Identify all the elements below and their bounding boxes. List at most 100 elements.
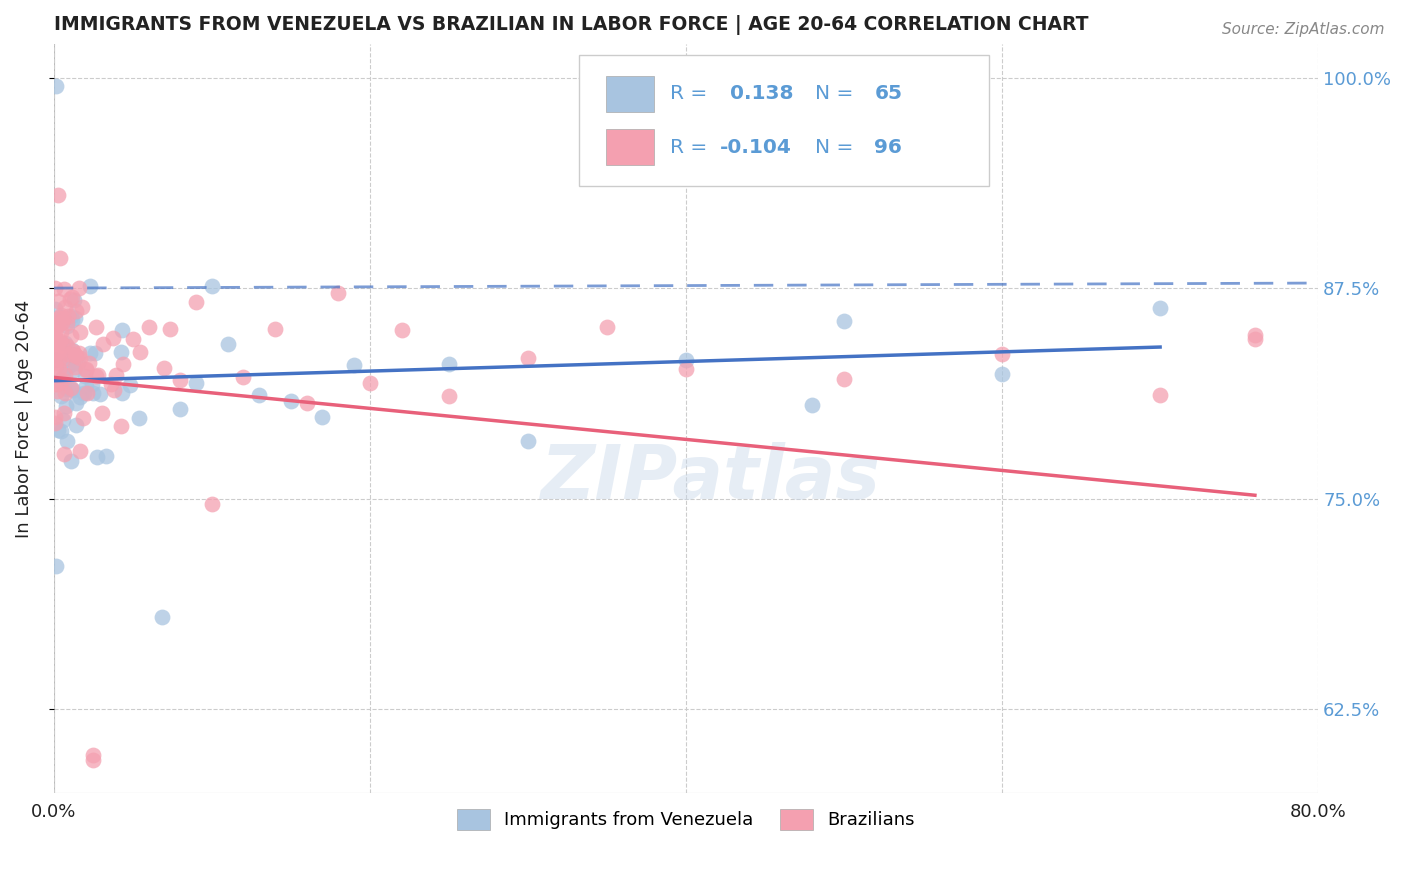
Point — [53, 300, 76, 314]
Point — [51, 352, 73, 367]
Point — [184, 295, 207, 310]
Point — [75, 369, 97, 384]
Point — [675, 362, 697, 376]
Bar — [606, 129, 654, 165]
Point — [67, 280, 90, 294]
Point — [51, 424, 73, 438]
Point — [60, 313, 83, 327]
Point — [59, 382, 82, 396]
Point — [53, 406, 76, 420]
Point — [53, 283, 76, 297]
Text: ZIPatlas: ZIPatlas — [541, 442, 882, 515]
Point — [89, 386, 111, 401]
Point — [391, 323, 413, 337]
Point — [45, 332, 67, 346]
Point — [52, 337, 75, 351]
Point — [516, 434, 538, 449]
Point — [46, 377, 69, 392]
Point — [84, 346, 107, 360]
Point — [111, 324, 134, 338]
Point — [104, 368, 127, 383]
Point — [56, 359, 79, 374]
Y-axis label: In Labor Force | Age 20-64: In Labor Force | Age 20-64 — [15, 300, 32, 538]
Point — [675, 353, 697, 368]
Point — [48, 351, 70, 366]
Point — [69, 390, 91, 404]
Point — [53, 447, 76, 461]
Point — [152, 609, 174, 624]
Point — [59, 358, 82, 372]
Point — [63, 360, 86, 375]
Point — [121, 332, 143, 346]
Point — [44, 410, 66, 425]
Point — [65, 348, 87, 362]
Point — [48, 362, 70, 376]
Point — [49, 310, 72, 325]
Point — [60, 329, 83, 343]
Point — [247, 388, 270, 402]
Point — [232, 369, 254, 384]
Point — [359, 376, 381, 391]
Point — [110, 418, 132, 433]
Point — [52, 311, 75, 326]
Point — [128, 345, 150, 359]
Point — [201, 497, 224, 511]
Point — [53, 368, 76, 383]
Point — [49, 334, 72, 348]
Point — [44, 359, 66, 374]
Text: -0.104: -0.104 — [720, 138, 792, 157]
Point — [516, 351, 538, 365]
Point — [72, 411, 94, 425]
Point — [62, 363, 84, 377]
Point — [60, 310, 83, 324]
Point — [437, 389, 460, 403]
Point — [53, 336, 76, 351]
Point — [128, 411, 150, 425]
Point — [60, 290, 83, 304]
Point — [801, 398, 824, 412]
Point — [991, 367, 1014, 381]
Bar — [606, 76, 654, 112]
Point — [48, 374, 70, 388]
Point — [56, 382, 79, 396]
Point — [66, 356, 89, 370]
Point — [832, 313, 855, 327]
Point — [60, 343, 83, 357]
Point — [44, 356, 66, 370]
Point — [46, 188, 69, 202]
Point — [44, 320, 66, 334]
Point — [58, 310, 80, 324]
Text: R =: R = — [669, 85, 713, 103]
Point — [70, 301, 93, 315]
Point — [52, 369, 75, 384]
Point — [49, 389, 72, 403]
Point — [91, 337, 114, 351]
Point — [60, 381, 83, 395]
Point — [437, 357, 460, 371]
Point — [76, 386, 98, 401]
Point — [84, 320, 107, 334]
Point — [217, 337, 239, 351]
Point — [55, 339, 77, 353]
Point — [82, 753, 104, 767]
Point — [94, 449, 117, 463]
Point — [90, 406, 112, 420]
Text: IMMIGRANTS FROM VENEZUELA VS BRAZILIAN IN LABOR FORCE | AGE 20-64 CORRELATION CH: IMMIGRANTS FROM VENEZUELA VS BRAZILIAN I… — [53, 15, 1088, 35]
Point — [86, 450, 108, 464]
Point — [51, 315, 73, 329]
Point — [264, 321, 287, 335]
Point — [51, 373, 73, 387]
Text: 0.138: 0.138 — [730, 85, 794, 103]
Point — [65, 304, 87, 318]
Point — [103, 383, 125, 397]
Point — [44, 376, 66, 391]
Point — [51, 325, 73, 339]
Point — [103, 331, 125, 345]
Point — [52, 377, 75, 392]
Point — [44, 416, 66, 430]
Point — [79, 279, 101, 293]
Point — [56, 347, 79, 361]
Point — [79, 345, 101, 359]
Point — [45, 352, 67, 367]
Text: R =: R = — [669, 138, 713, 157]
